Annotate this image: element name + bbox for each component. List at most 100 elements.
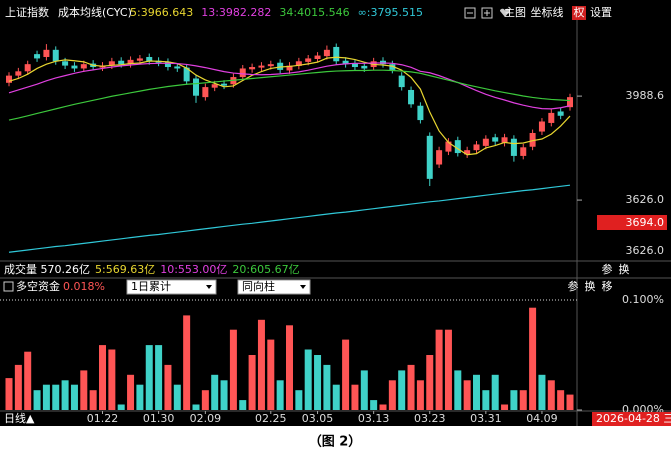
panel-title: 多空资金 [16,279,60,293]
toolbar-icons[interactable] [464,7,510,19]
candle-body [445,141,452,152]
bar [201,390,209,410]
bar [407,364,415,410]
price-tag-box [597,215,667,230]
candle-body [408,89,415,105]
toolbar-button[interactable]: 设置 [590,6,612,19]
bar [332,384,340,410]
candle-body [193,78,199,96]
bar [379,404,387,410]
date-label: 2026-04-28 三 [596,412,671,425]
candle-body [286,65,293,71]
bar [501,404,509,410]
bar [24,351,32,410]
bar [164,364,172,410]
bar [5,378,13,410]
x-tick-label: 02.25 [255,412,287,425]
candle-body [118,60,125,65]
legend-entry: 34:4015.546 [279,6,349,19]
candle-body [510,138,517,156]
candle-body [314,55,321,59]
bar [435,329,443,410]
candle-body [127,59,134,65]
dropdown-label[interactable]: 同向柱 [242,279,275,293]
icon-heart[interactable] [500,8,510,17]
period-label[interactable]: 日线▲ [4,411,35,425]
bar [370,400,378,410]
panel-tool[interactable]: 参 [568,279,579,293]
candle-body [333,46,340,62]
candle-body [174,66,181,69]
bar [286,325,293,410]
panel-tool[interactable]: 换 [619,262,630,276]
candle-body [211,84,218,88]
x-tick-label: 01.22 [87,412,119,425]
bar [155,345,163,410]
x-tick-label: 02.09 [190,412,222,425]
legend-entry: 13:3982.282 [201,6,271,19]
bar [295,390,303,410]
date-box [592,412,671,426]
bar [538,374,546,410]
x-tick-label: 04.09 [526,412,558,425]
candle-body [464,150,471,155]
candle-body [249,67,256,70]
candle-body [520,147,527,156]
candle-body [342,60,349,65]
candle-body [529,132,536,147]
panel-value: 0.018% [63,280,105,293]
bar [33,390,41,410]
candle-body [221,83,228,86]
panel-tool[interactable]: 换 [585,279,596,293]
candle-body [538,121,545,132]
price-tag: 3626.0 [626,244,665,257]
toolbar-button[interactable]: 权 [574,6,585,19]
candle-body [454,140,461,154]
bar [117,404,125,410]
bar [454,370,462,410]
dropdown[interactable] [237,279,311,295]
bar [426,355,434,410]
bar [529,307,537,410]
toolbar-button[interactable]: 主图 [504,6,526,19]
bar [80,370,88,410]
candle-body [277,62,284,70]
moving-average-line [8,69,571,121]
bar [267,339,275,410]
toolbar-button[interactable]: 坐标线 [531,5,564,19]
bar [145,345,153,410]
candle-body [15,71,22,76]
bar [304,349,312,410]
bar [61,380,69,410]
candle-body [305,58,312,62]
bar [360,370,368,410]
bar [351,384,359,410]
panel-tool[interactable]: 移 [602,280,613,293]
candle-body [202,87,209,98]
dropdown-label[interactable]: 1日累计 [131,280,171,293]
volume-legend: 5:569.63亿 [95,263,155,276]
candle-body [183,67,190,82]
panel-tool[interactable]: 参 [602,262,613,276]
bar [136,384,144,410]
bar [416,380,424,410]
bar [482,390,490,410]
x-tick-label: 01.30 [143,412,175,425]
candle-body [146,56,153,62]
icon-minus[interactable] [464,7,476,19]
moving-average-line [8,184,571,253]
dropdown[interactable] [126,279,217,295]
bar [127,374,135,410]
candle-body [323,49,330,57]
legend-entry: ∞:3795.515 [358,6,423,19]
toolbar-badge [572,6,586,20]
candle-body [351,63,358,68]
candle-body [557,111,564,116]
bar [547,380,555,410]
candle-body [389,64,396,70]
bar [314,355,322,410]
bar [519,390,527,410]
candle-body [24,64,31,72]
icon-plus[interactable] [481,7,493,19]
candle-body [501,137,508,144]
